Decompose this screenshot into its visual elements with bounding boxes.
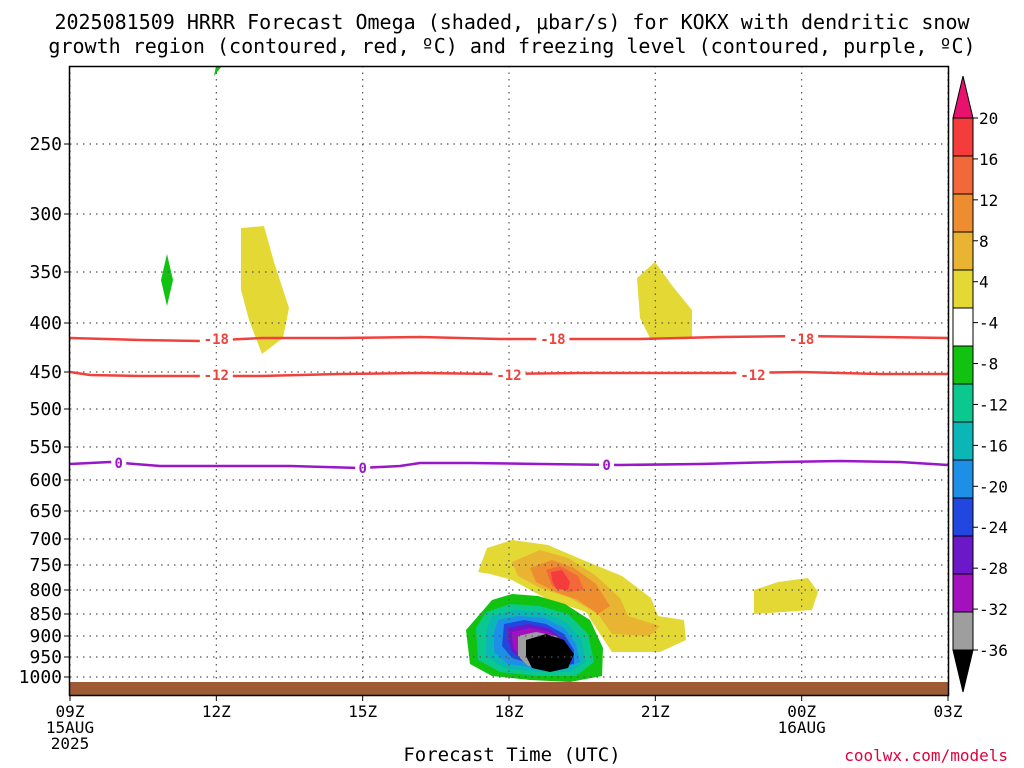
dgz-contour-label: -18 xyxy=(789,332,814,348)
freezing-contour-label-bg xyxy=(111,454,127,470)
y-tick-label: 750 xyxy=(29,555,62,576)
omega-region-pos-main-20 xyxy=(551,570,570,590)
x-tick-label: 12Z xyxy=(202,702,231,721)
freezing-contour-label-bg xyxy=(599,456,615,472)
colorbar-bin xyxy=(952,459,974,499)
colorbar-label: 20 xyxy=(979,109,998,128)
colorbar-label: -28 xyxy=(979,559,1008,578)
colorbar-label: 16 xyxy=(979,150,998,169)
y-tick-label: 950 xyxy=(29,647,62,668)
x-tick-sublabel: 2025 xyxy=(51,734,90,753)
dgz-contour-label-bg xyxy=(492,366,526,382)
colorbar-bin xyxy=(952,269,974,309)
y-tick-label: 800 xyxy=(29,580,62,601)
colorbar-label: 12 xyxy=(979,191,998,210)
colorbar-bin xyxy=(952,307,974,347)
y-tick-label: 250 xyxy=(29,134,62,155)
colorbar-label: -32 xyxy=(979,600,1008,619)
dgz-contour-label: -12 xyxy=(204,368,229,384)
y-tick-label: 1000 xyxy=(19,667,62,688)
freezing-level-contour xyxy=(69,459,949,470)
colorbar-bin xyxy=(952,193,974,233)
dgz-contour-minus12 xyxy=(69,370,948,378)
freezing-contour-label: 0 xyxy=(602,458,610,474)
dgz-contour-label: -12 xyxy=(496,368,521,384)
dgz-contour-label: -12 xyxy=(740,368,765,384)
x-tick-label: 03Z xyxy=(934,702,963,721)
colorbar-bin xyxy=(952,117,974,157)
y-tick-label: 450 xyxy=(29,362,62,383)
x-tick-label: 00Z xyxy=(787,702,816,721)
colorbar-bin xyxy=(952,383,974,423)
x-tick-label: 09Z xyxy=(56,702,85,721)
omega-region-pos-21z xyxy=(637,262,692,338)
x-tick-sublabel: 16AUG xyxy=(778,718,826,737)
freezing-contour-label: 0 xyxy=(115,456,123,472)
omega-region-pos-00z xyxy=(754,578,818,614)
omega-region-neg-top xyxy=(214,66,222,76)
y-tick-label: 350 xyxy=(29,262,62,283)
colorbar-bin xyxy=(952,573,974,613)
omega-region-neg-main-36 xyxy=(526,634,574,672)
y-tick-label: 500 xyxy=(29,399,62,420)
x-axis-title: Forecast Time (UTC) xyxy=(403,744,621,766)
y-tick-label: 600 xyxy=(29,470,62,491)
colorbar-label: -36 xyxy=(979,641,1008,660)
y-tick-label: 850 xyxy=(29,604,62,625)
dgz-contour-label-bg xyxy=(536,330,570,346)
colorbar-label: -24 xyxy=(979,518,1008,537)
freezing-contour-label: 0 xyxy=(358,461,366,477)
colorbar-label: -12 xyxy=(979,395,1008,414)
y-tick-label: 650 xyxy=(29,501,62,522)
y-tick-label: 700 xyxy=(29,529,62,550)
credit-link[interactable]: coolwx.com/models xyxy=(844,746,1008,765)
x-tick-label: 15Z xyxy=(348,702,377,721)
colorbar-bin xyxy=(952,231,974,271)
colorbar-bin xyxy=(952,155,974,195)
dgz-contour-label: -18 xyxy=(540,332,565,348)
dgz-contour-label-bg xyxy=(199,366,233,382)
freezing-contour-label-bg xyxy=(355,459,371,475)
omega-region-pos-12z xyxy=(241,226,289,354)
chart-title-line2: growth region (contoured, red, ºC) and f… xyxy=(48,34,976,58)
contour-labels: -18 -18 -18 -12 -12 -12 0 0 0 xyxy=(111,330,819,477)
colorbar-arrow-top xyxy=(952,75,974,119)
colorbar-label: -8 xyxy=(979,355,998,374)
y-tick-label: 550 xyxy=(29,437,62,458)
omega-region-neg-small xyxy=(161,254,173,306)
y-tick-label: 300 xyxy=(29,204,62,225)
dgz-contour-label-bg xyxy=(785,330,819,346)
colorbar-label: 4 xyxy=(979,273,989,292)
colorbar-label: -4 xyxy=(979,314,998,333)
chart-title-line1: 2025081509 HRRR Forecast Omega (shaded, … xyxy=(54,10,970,34)
x-tick-label: 18Z xyxy=(495,702,524,721)
colorbar-label: -16 xyxy=(979,436,1008,455)
terrain-ground xyxy=(70,682,948,695)
colorbar-bin xyxy=(952,535,974,575)
dgz-contour-label-bg xyxy=(736,366,770,382)
dgz-contour-label-bg xyxy=(199,330,233,346)
colorbar-bin xyxy=(952,421,974,461)
colorbar-label: -20 xyxy=(979,477,1008,496)
dgz-contour-label: -18 xyxy=(204,332,229,348)
y-tick-label: 400 xyxy=(29,313,62,334)
colorbar-bin xyxy=(952,497,974,537)
colorbar: 20 16 12 8 4 -4 -8 -12 -16 -20 -24 -28 -32 -36 xyxy=(952,75,1008,693)
x-tick-label: 21Z xyxy=(641,702,670,721)
colorbar-label: 8 xyxy=(979,232,989,251)
omega-shading xyxy=(161,66,818,682)
y-tick-label: 900 xyxy=(29,626,62,647)
colorbar-bin xyxy=(952,611,974,651)
colorbar-bin xyxy=(952,345,974,385)
x-tick-sublabel: 15AUG xyxy=(46,718,94,737)
y-axis-tick-labels: 2503003504004505005506006507007508008509… xyxy=(19,134,70,688)
colorbar-arrow-bottom xyxy=(952,649,974,693)
contours xyxy=(69,334,949,470)
